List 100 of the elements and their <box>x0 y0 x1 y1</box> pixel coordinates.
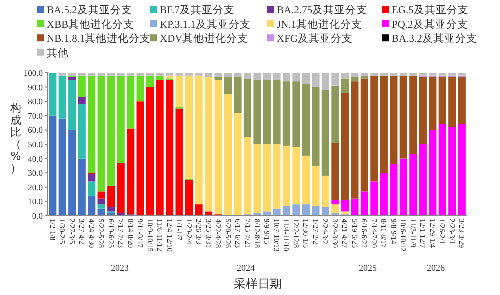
bar <box>458 77 466 124</box>
y-axis-title: 构成比（%） <box>10 102 22 175</box>
bar <box>88 76 96 174</box>
y-tick-label: 0.0 <box>32 211 43 221</box>
bar <box>254 144 262 214</box>
bar <box>263 144 272 212</box>
y-tick-label: 20.0 <box>28 182 43 192</box>
bar <box>410 154 418 216</box>
bar <box>438 124 446 216</box>
bar <box>98 73 106 76</box>
bar <box>88 73 96 76</box>
bar <box>88 196 96 216</box>
bar <box>176 108 184 216</box>
bar <box>263 80 272 144</box>
bar <box>263 212 272 216</box>
bar <box>214 77 222 80</box>
y-tick-label: 100.0 <box>24 68 43 78</box>
bar <box>292 73 300 82</box>
bar <box>322 176 330 208</box>
bar <box>146 87 154 216</box>
bar <box>429 130 437 216</box>
bar <box>244 137 252 215</box>
bar <box>438 77 446 124</box>
bar <box>341 212 349 215</box>
bar <box>351 77 359 82</box>
bar <box>234 73 242 78</box>
bar <box>204 73 213 78</box>
bar <box>273 80 281 144</box>
legend-label: JN.1其他进化分支 <box>277 18 363 31</box>
bar <box>390 76 398 165</box>
bar <box>136 76 144 102</box>
bar <box>108 73 116 76</box>
bar <box>254 80 262 144</box>
bar <box>370 76 378 182</box>
bar <box>292 82 300 148</box>
bar <box>108 186 116 208</box>
bar <box>282 73 291 82</box>
bar <box>312 206 320 216</box>
bar <box>390 164 398 216</box>
bar <box>341 200 349 212</box>
bar <box>302 204 310 216</box>
legend-label: BA.5.2及其亚分支 <box>47 4 132 16</box>
bar <box>370 73 378 76</box>
bar <box>332 204 340 214</box>
bar <box>419 73 427 76</box>
bar <box>410 76 418 155</box>
bar <box>322 207 330 216</box>
bar <box>292 204 300 216</box>
bar <box>341 78 349 94</box>
bar <box>312 87 320 166</box>
bar <box>224 73 232 78</box>
bar <box>360 192 368 216</box>
bar <box>136 102 144 216</box>
bar <box>234 77 242 114</box>
bar <box>127 128 135 215</box>
bar <box>273 208 281 216</box>
bar <box>68 130 76 216</box>
text: 2025 <box>359 263 378 273</box>
bar <box>332 200 340 205</box>
bar <box>58 76 66 119</box>
legend-label: KP.3.1.1及其亚分支 <box>160 18 251 31</box>
bar <box>254 73 262 80</box>
bar <box>78 158 86 216</box>
y-tick-label: 10.0 <box>28 196 43 207</box>
bar <box>68 80 76 130</box>
bar <box>195 204 203 216</box>
legend-label: EG.5及其亚分支 <box>392 4 469 16</box>
legend-label: BA.3.2及其亚分支 <box>392 32 478 46</box>
bar <box>49 73 57 116</box>
bar <box>332 73 340 86</box>
bar <box>176 76 184 108</box>
bar <box>78 97 86 104</box>
bar <box>185 180 194 216</box>
bar <box>429 73 437 76</box>
bar <box>292 147 300 205</box>
bar <box>332 213 340 216</box>
bar <box>166 80 174 216</box>
bar <box>302 84 310 156</box>
legend-label: BA.2.75及其亚分支 <box>277 4 368 16</box>
bar <box>49 116 57 216</box>
bar <box>429 77 437 130</box>
bar <box>58 118 66 216</box>
text: 2024 <box>237 263 256 273</box>
bar <box>312 73 320 88</box>
bar <box>108 207 116 212</box>
bar <box>254 213 262 216</box>
legend-label: BF.7及其亚分支 <box>160 4 235 16</box>
bar <box>370 182 378 216</box>
bar <box>185 73 194 76</box>
y-tick-label: 40.0 <box>28 154 43 164</box>
y-tick-label: 90.0 <box>28 82 43 92</box>
bar <box>341 93 349 200</box>
bar <box>146 73 154 76</box>
y-tick-label: 30.0 <box>28 168 43 178</box>
bar <box>88 174 96 182</box>
bar <box>273 73 281 80</box>
bar <box>419 77 427 144</box>
bar <box>302 156 310 205</box>
bar <box>282 206 291 216</box>
bar <box>400 76 408 159</box>
